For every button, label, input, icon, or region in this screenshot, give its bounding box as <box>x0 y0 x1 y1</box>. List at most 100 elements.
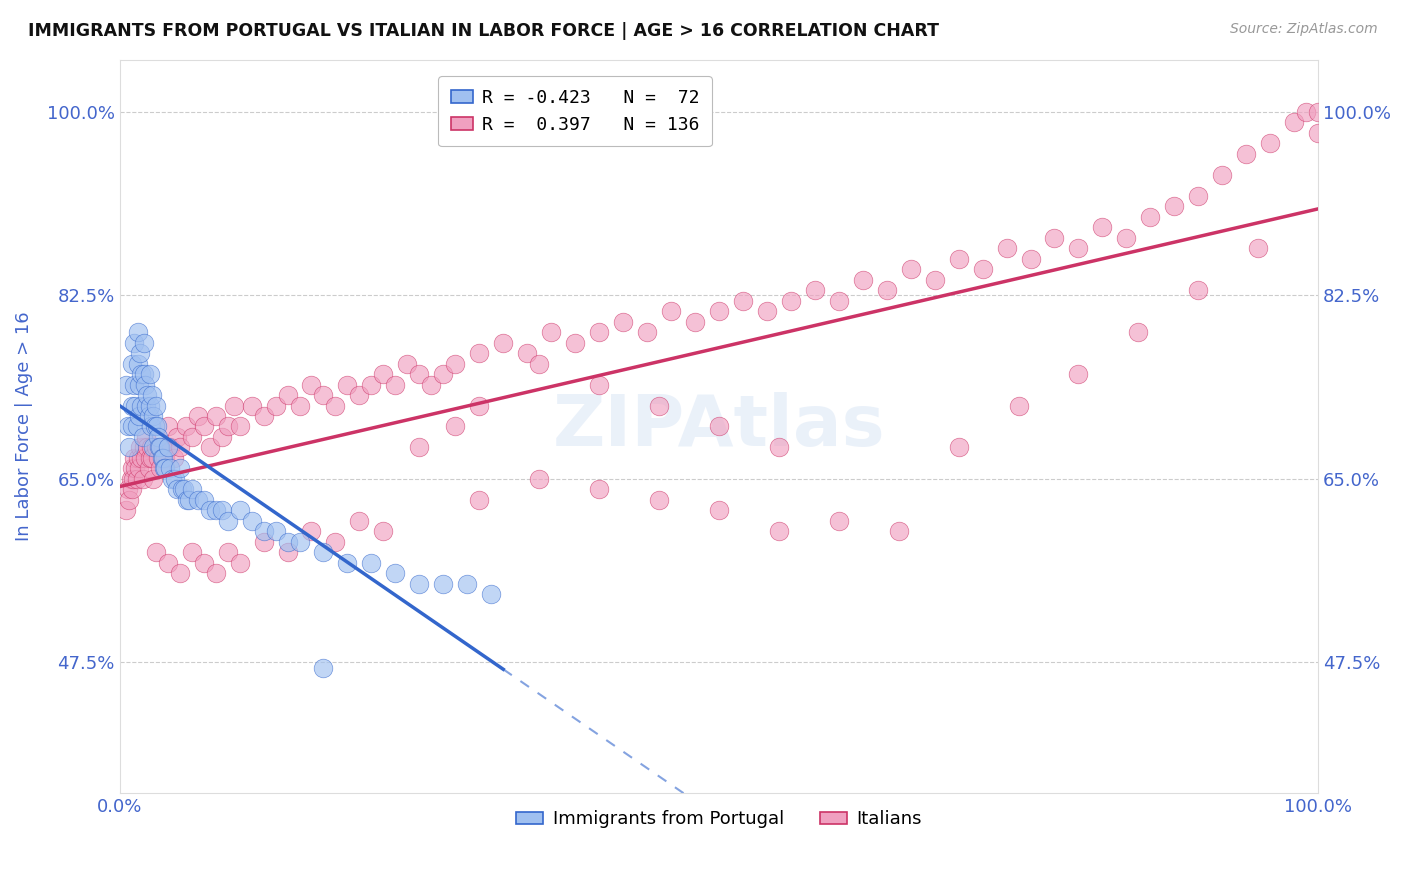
Point <box>325 534 347 549</box>
Point <box>804 283 827 297</box>
Point <box>128 409 150 423</box>
Text: ZIPAtlas: ZIPAtlas <box>553 392 886 461</box>
Point <box>1187 189 1209 203</box>
Point <box>252 409 274 423</box>
Point <box>129 441 152 455</box>
Point <box>683 315 706 329</box>
Point <box>731 293 754 308</box>
Point <box>163 472 186 486</box>
Point <box>924 273 946 287</box>
Point <box>456 576 478 591</box>
Point <box>1019 252 1042 266</box>
Point <box>527 472 550 486</box>
Legend: Immigrants from Portugal, Italians: Immigrants from Portugal, Italians <box>509 803 929 836</box>
Point <box>124 461 146 475</box>
Point <box>166 430 188 444</box>
Point <box>948 441 970 455</box>
Point <box>114 503 136 517</box>
Point <box>176 492 198 507</box>
Point <box>142 472 165 486</box>
Point <box>136 441 159 455</box>
Point <box>193 492 215 507</box>
Point <box>1043 231 1066 245</box>
Point <box>159 461 181 475</box>
Point <box>1067 367 1090 381</box>
Point <box>204 566 226 581</box>
Point <box>1282 115 1305 129</box>
Point <box>156 556 179 570</box>
Point <box>612 315 634 329</box>
Point <box>1091 220 1114 235</box>
Point <box>122 335 145 350</box>
Point <box>121 357 143 371</box>
Point <box>228 556 250 570</box>
Point <box>1234 147 1257 161</box>
Point <box>217 545 239 559</box>
Point <box>211 430 233 444</box>
Point <box>132 335 155 350</box>
Point <box>479 587 502 601</box>
Point <box>384 566 406 581</box>
Point <box>121 419 143 434</box>
Point <box>707 503 730 517</box>
Point <box>312 660 335 674</box>
Point <box>121 399 143 413</box>
Point <box>755 304 778 318</box>
Point <box>146 430 169 444</box>
Point <box>948 252 970 266</box>
Point <box>373 524 395 539</box>
Point <box>1308 105 1330 120</box>
Point <box>288 399 311 413</box>
Y-axis label: In Labor Force | Age > 16: In Labor Force | Age > 16 <box>15 311 32 541</box>
Point <box>121 483 143 497</box>
Point <box>1163 199 1185 213</box>
Point <box>1258 136 1281 151</box>
Point <box>169 566 191 581</box>
Point <box>1308 126 1330 140</box>
Point <box>174 419 197 434</box>
Point <box>135 430 157 444</box>
Point <box>131 450 153 465</box>
Point <box>163 450 186 465</box>
Point <box>131 399 153 413</box>
Point <box>527 357 550 371</box>
Point <box>153 461 176 475</box>
Point <box>228 503 250 517</box>
Point <box>1295 105 1317 120</box>
Text: IMMIGRANTS FROM PORTUGAL VS ITALIAN IN LABOR FORCE | AGE > 16 CORRELATION CHART: IMMIGRANTS FROM PORTUGAL VS ITALIAN IN L… <box>28 22 939 40</box>
Point <box>156 441 179 455</box>
Point <box>187 409 209 423</box>
Point <box>142 409 165 423</box>
Point <box>127 357 149 371</box>
Point <box>141 450 163 465</box>
Point <box>114 377 136 392</box>
Point <box>648 399 671 413</box>
Point <box>492 335 515 350</box>
Point <box>408 367 430 381</box>
Point <box>360 556 382 570</box>
Point <box>155 461 177 475</box>
Point <box>132 441 155 455</box>
Point <box>149 441 172 455</box>
Point <box>117 483 139 497</box>
Point <box>120 472 142 486</box>
Point <box>155 450 177 465</box>
Point <box>162 472 184 486</box>
Point <box>768 524 790 539</box>
Point <box>444 419 467 434</box>
Point <box>564 335 586 350</box>
Point <box>146 419 169 434</box>
Point <box>217 419 239 434</box>
Point <box>312 388 335 402</box>
Point <box>193 419 215 434</box>
Point <box>152 450 174 465</box>
Point <box>127 450 149 465</box>
Point <box>134 450 156 465</box>
Point <box>170 483 193 497</box>
Point <box>139 419 162 434</box>
Point <box>169 461 191 475</box>
Point <box>540 325 562 339</box>
Point <box>179 492 201 507</box>
Point <box>588 325 610 339</box>
Point <box>125 419 148 434</box>
